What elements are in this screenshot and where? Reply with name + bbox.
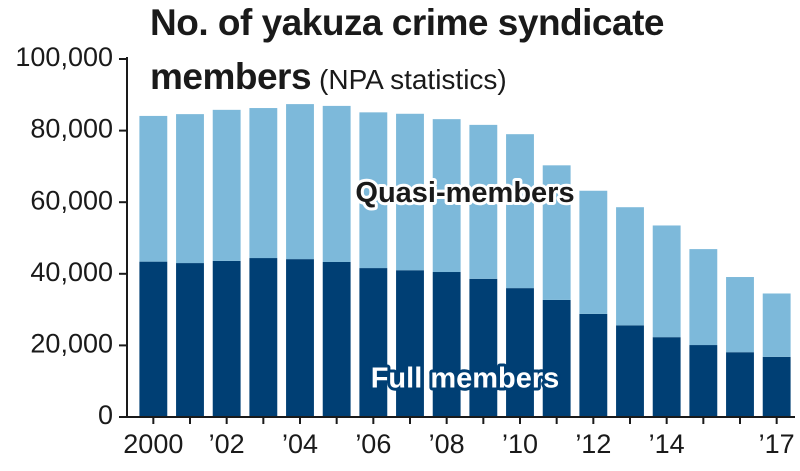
bar-segment (469, 278, 498, 417)
y-tick-label: 100,000 (15, 42, 113, 72)
bar-segment (432, 119, 461, 273)
bar-segment (212, 109, 241, 261)
x-tick-label: ’12 (575, 429, 611, 459)
bar-segment (542, 165, 571, 300)
bar-segment (579, 190, 608, 314)
bar-segment (652, 225, 681, 338)
bar-segment (286, 104, 314, 260)
bar-segment (176, 263, 204, 417)
bar-segment (689, 249, 718, 346)
x-tick-label: ’06 (355, 429, 391, 459)
bar-segment (506, 134, 534, 289)
bar-segment (176, 114, 204, 264)
bar-segment (359, 268, 388, 417)
y-tick-label: 20,000 (30, 329, 113, 359)
x-tick-label: 2000 (123, 429, 183, 459)
y-tick-label: 0 (98, 400, 113, 430)
bar-segment (542, 299, 571, 417)
bar-segment (322, 261, 351, 417)
x-tick-label: ’04 (282, 429, 318, 459)
bar-segment (726, 277, 754, 353)
bar-segment (396, 113, 424, 271)
bar-segment (652, 337, 681, 417)
bar-segment (359, 112, 388, 269)
legend-label: Full members (371, 362, 560, 394)
bar-segment (432, 272, 461, 417)
bar-segment (616, 325, 644, 417)
heading: No. of yakuza crime syndicate members (NP… (150, 0, 790, 108)
chart-subtitle: (NPA statistics) (319, 64, 507, 95)
bar-segment (212, 260, 241, 417)
x-tick-label: ’14 (649, 429, 685, 459)
x-tick-label: ’02 (209, 429, 245, 459)
y-tick-label: 40,000 (30, 257, 113, 287)
bar-segment (249, 108, 278, 259)
bar-segment (249, 258, 278, 417)
bar-segment (726, 352, 754, 417)
bar-segment (506, 288, 534, 417)
bar-segment (579, 313, 608, 417)
bar-segment (616, 207, 644, 326)
legend-label: Quasi-members (355, 177, 574, 209)
bar-segment (396, 270, 424, 417)
y-tick-label: 80,000 (30, 114, 113, 144)
bar-segment (762, 356, 791, 417)
x-tick-label: ’17 (759, 429, 795, 459)
bar-segment (286, 259, 314, 417)
x-tick-label: ’08 (429, 429, 465, 459)
bar-segment (762, 293, 791, 357)
y-tick-label: 60,000 (30, 185, 113, 215)
x-tick-label: ’10 (502, 429, 538, 459)
bar-segment (139, 261, 168, 417)
chart-title: No. of yakuza crime syndicate members (150, 2, 664, 97)
bar-segment (322, 105, 351, 262)
bar-segment (469, 124, 498, 279)
bar-segment (139, 115, 168, 262)
bar-segment (689, 345, 718, 417)
